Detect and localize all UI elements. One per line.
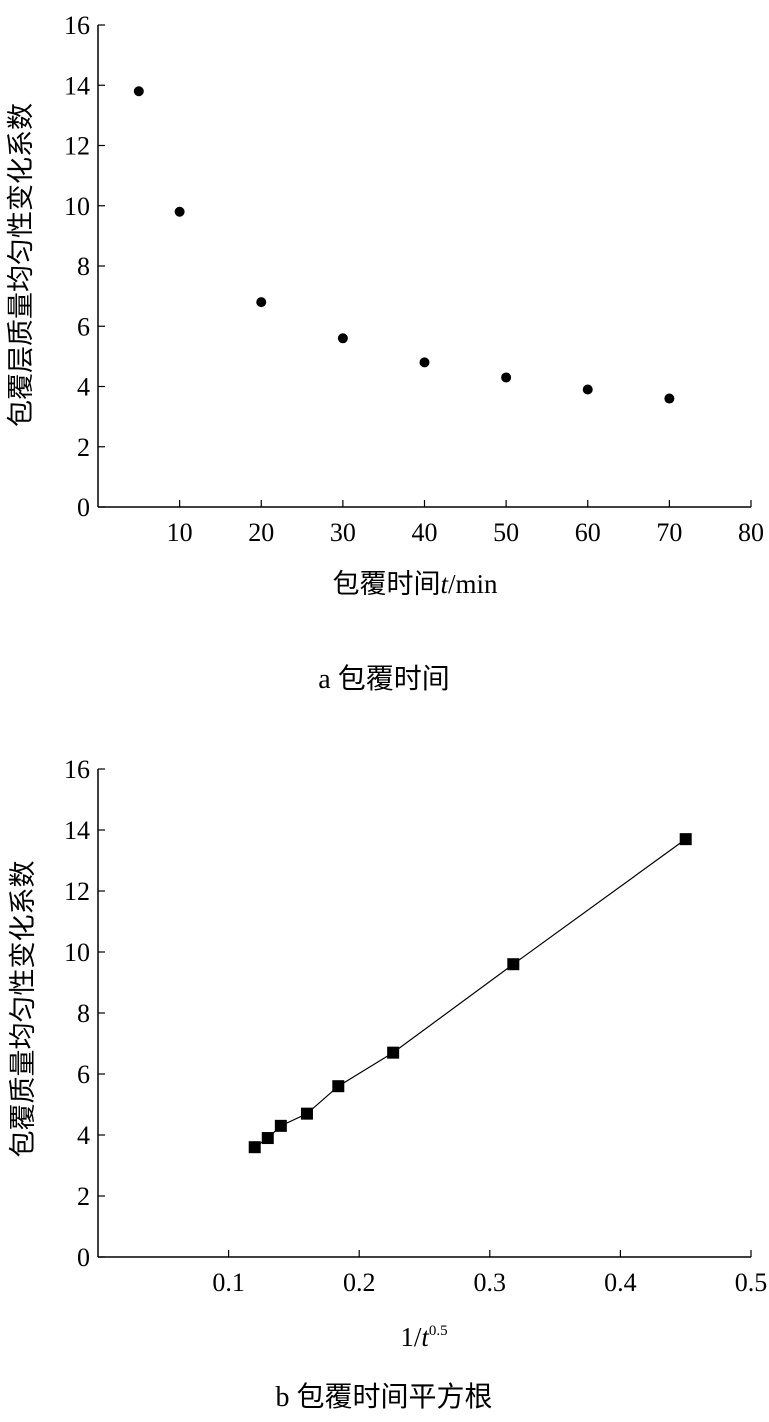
chart-b-svg: 0 2 4 6 8 10 12 14 16 0.1 0.2 0.3 0.4 0.5 1/t0.5 包覆质量… [8, 755, 767, 1413]
chart-a-x-axis-title: 包覆时间t/min [332, 569, 498, 599]
chart-a-y-tick-label: 4 [77, 373, 90, 402]
chart-b-caption: b 包覆时间平方根 [275, 1381, 492, 1413]
chart-a-data-point [419, 357, 430, 368]
chart-a-x-tick-label: 10 [167, 518, 193, 547]
chart-a-x-tick-label: 60 [575, 518, 601, 547]
chart-a-data-point [582, 384, 593, 395]
chart-a-y-tick-label: 2 [77, 433, 90, 462]
chart-a-data-point [133, 86, 144, 97]
chart-b-y-tick-label: 14 [64, 816, 90, 845]
chart-a-y-tick-label: 6 [77, 312, 90, 341]
chart-b-y-tick-label: 12 [64, 877, 90, 906]
chart-a-x-tick-label: 70 [656, 518, 682, 547]
chart-b-y-tick-label: 16 [64, 755, 90, 784]
chart-b-x-tick-label: 0.2 [343, 1268, 376, 1297]
chart-b-y-tick-label: 2 [77, 1182, 90, 1211]
chart-b-data-point [274, 1119, 287, 1132]
chart-a-data-point [501, 372, 512, 383]
chart-b-data-point [300, 1107, 313, 1120]
chart-a-x-tick-label: 50 [493, 518, 519, 547]
chart-b-x-tick-label: 0.1 [212, 1268, 245, 1297]
chart-a-data-point [664, 393, 675, 404]
chart-b-y-tick-label: 4 [77, 1121, 90, 1150]
chart-a-data-point [337, 333, 348, 344]
chart-b-plot: 0 2 4 6 8 10 12 14 16 0.1 0.2 0.3 0.4 0.5 [64, 755, 767, 1297]
chart-b: 0 2 4 6 8 10 12 14 16 0.1 0.2 0.3 0.4 0.5 1/t0.5 包覆质量… [0, 740, 769, 1422]
chart-b-data-point [261, 1132, 274, 1145]
chart-b-y-tick-label: 10 [64, 938, 90, 967]
chart-b-data-point [248, 1141, 261, 1154]
chart-a-plot: 0 2 4 6 8 10 12 14 16 10 20 30 40 50 60 70 80 [64, 11, 764, 547]
chart-a-caption: a 包覆时间 [318, 663, 449, 695]
chart-a-y-tick-label: 0 [77, 493, 90, 522]
chart-a-data-point [174, 206, 185, 217]
chart-a-x-tick-label: 40 [412, 518, 438, 547]
chart-a-y-axis-title: 包覆层质量均匀性变化系数 [6, 103, 36, 427]
chart-a-y-tick-label: 16 [64, 11, 90, 40]
chart-a-x-tick-label: 80 [738, 518, 764, 547]
chart-a-y-tick-label: 8 [77, 252, 90, 281]
chart-a-y-tick-label: 10 [64, 192, 90, 221]
chart-b-y-tick-label: 0 [77, 1243, 90, 1272]
chart-a-y-tick-label: 12 [64, 132, 90, 161]
chart-b-x-tick-label: 0.5 [735, 1268, 768, 1297]
chart-b-x-tick-label: 0.3 [474, 1268, 507, 1297]
chart-b-data-point [332, 1080, 345, 1093]
chart-a-data-point [256, 297, 267, 308]
chart-b-y-tick-label: 8 [77, 999, 90, 1028]
chart-a-x-tick-label: 30 [330, 518, 356, 547]
chart-b-x-tick-label: 0.4 [604, 1268, 637, 1297]
chart-b-y-tick-label: 6 [77, 1060, 90, 1089]
chart-a: 0 2 4 6 8 10 12 14 16 10 20 30 40 50 60 70 80 包覆时间t/min … [6, 11, 764, 695]
chart-b-data-point [679, 833, 692, 846]
chart-b-series-line [254, 838, 687, 1148]
chart-b-data-point [507, 958, 520, 971]
chart-a-y-tick-label: 14 [64, 71, 90, 100]
chart-b-x-axis-title: 1/t0.5 [400, 1322, 447, 1352]
chart-a-x-tick-label: 20 [248, 518, 274, 547]
chart-b-data-point [387, 1046, 400, 1059]
chart-b-y-axis-title: 包覆质量均匀性变化系数 [8, 861, 38, 1158]
